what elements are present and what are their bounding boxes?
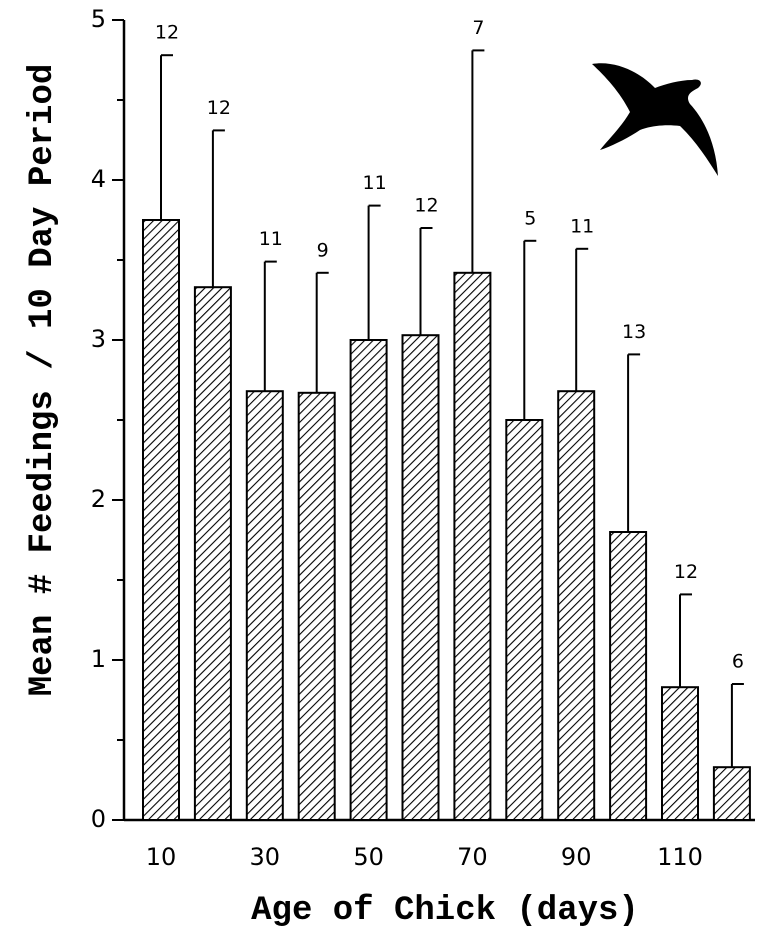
y-axis-title: Mean # Feedings / 10 Day Period	[24, 64, 62, 697]
bar	[558, 391, 594, 820]
bird-icon	[592, 63, 718, 176]
n-label: 11	[570, 215, 594, 237]
n-label: 12	[155, 22, 179, 44]
bar	[143, 220, 179, 820]
bar	[403, 335, 439, 820]
n-label: 6	[732, 651, 744, 673]
bar	[299, 393, 335, 820]
x-tick-label: 30	[250, 843, 281, 871]
bar	[351, 340, 387, 820]
n-label: 12	[207, 97, 231, 119]
x-tick-label: 50	[353, 843, 384, 871]
x-tick-label: 70	[457, 843, 488, 871]
bar	[195, 287, 231, 820]
n-label: 11	[363, 172, 387, 194]
n-label: 12	[414, 195, 438, 217]
n-label: 13	[622, 321, 646, 343]
y-tick-label: 5	[91, 5, 106, 33]
bar	[610, 532, 646, 820]
y-tick-label: 0	[91, 805, 106, 833]
x-tick-label: 110	[657, 843, 703, 871]
y-tick-label: 4	[91, 165, 106, 193]
n-label: 12	[674, 561, 698, 583]
y-tick-label: 3	[91, 325, 106, 353]
bar	[247, 391, 283, 820]
n-label: 11	[259, 228, 283, 250]
y-tick-label: 2	[91, 485, 106, 513]
x-tick-label: 10	[146, 843, 177, 871]
bar	[714, 767, 750, 820]
chart: Mean # Feedings / 10 Day Period Age of C…	[0, 0, 770, 929]
bar	[506, 420, 542, 820]
n-label: 5	[524, 207, 536, 229]
n-label: 9	[317, 239, 329, 261]
y-tick-label: 1	[91, 645, 106, 673]
x-tick-label: 90	[561, 843, 592, 871]
n-label: 7	[472, 17, 484, 39]
x-axis-title: Age of Chick (days)	[251, 892, 639, 929]
bar	[454, 273, 490, 820]
bar	[662, 687, 698, 820]
